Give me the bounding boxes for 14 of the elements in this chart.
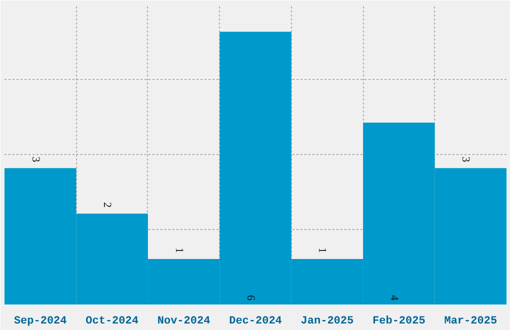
data-label: 4 bbox=[388, 295, 400, 301]
x-tick-label: Nov-2024 bbox=[157, 316, 211, 328]
data-label: 1 bbox=[316, 248, 328, 254]
data-label: 6 bbox=[244, 295, 256, 301]
x-tick-label: Sep-2024 bbox=[14, 316, 68, 328]
x-tick-label: Jan-2025 bbox=[300, 316, 354, 328]
data-label: 3 bbox=[460, 156, 472, 163]
x-tick-label: Mar-2025 bbox=[444, 316, 498, 328]
data-label: 2 bbox=[101, 202, 114, 208]
data-label: 3 bbox=[29, 156, 42, 163]
data-label: 1 bbox=[172, 248, 185, 254]
x-tick-label: Oct-2024 bbox=[86, 316, 139, 328]
x-tick-label: Dec-2024 bbox=[229, 316, 282, 328]
x-tick-label: Feb-2025 bbox=[372, 316, 426, 328]
